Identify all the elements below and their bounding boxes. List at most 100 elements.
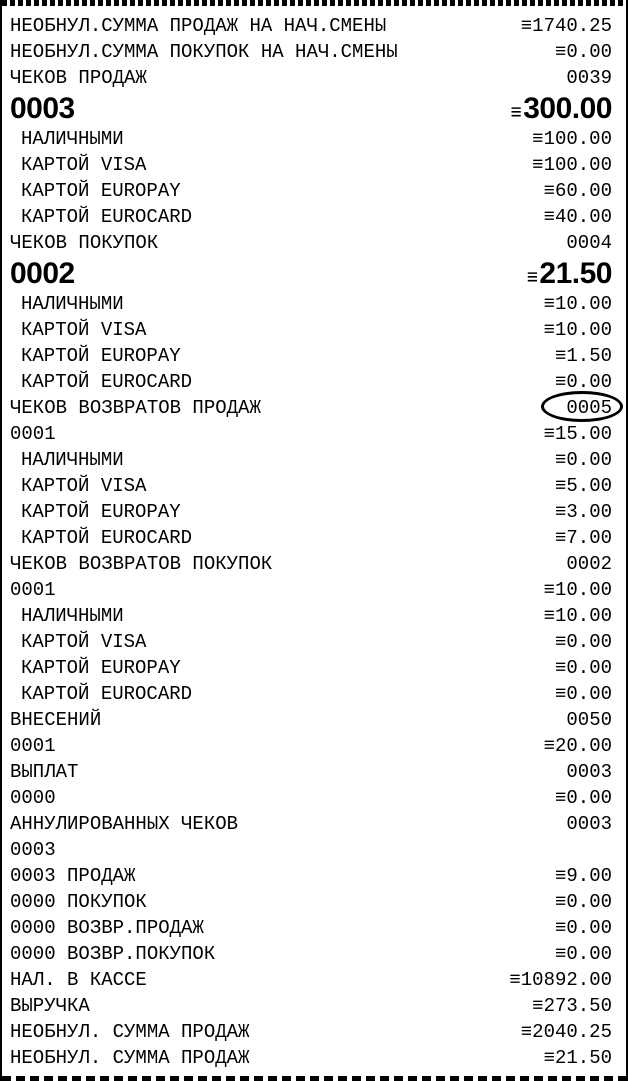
row-label: КАРТОЙ VISA <box>21 318 147 341</box>
row-label: НАЛИЧНЫМИ <box>21 292 124 315</box>
sum-symbol-icon: ≡ <box>554 370 567 393</box>
receipt-row: НЕОБНУЛ. СУММА ПРОДАЖ ≡2040.25 <box>10 1019 612 1045</box>
row-value: ≡10.00 <box>544 606 612 626</box>
row-label: ЧЕКОВ ВОЗВРАТОВ ПОКУПОК <box>10 552 273 575</box>
receipt-row: НЕОБНУЛ.СУММА ПРОДАЖ НА НАЧ.СМЕНЫ ≡1740.… <box>10 13 612 39</box>
receipt-row: КАРТОЙ EUROPAY ≡1.50 <box>10 343 612 369</box>
row-value: ≡1.50 <box>554 344 612 367</box>
row-amount: 10.00 <box>554 318 612 341</box>
row-label: 0003 <box>10 838 56 861</box>
sum-symbol-icon: ≡ <box>543 1046 555 1069</box>
receipt-row: НЕОБНУЛ. СУММА ПРОДАЖ ≡21.50 <box>10 1045 612 1071</box>
receipt-row: КАРТОЙ EUROCARD ≡7.00 <box>10 525 612 551</box>
receipt-row: 0000 ПОКУПОК ≡0.00 <box>10 889 612 915</box>
row-label: 0001 <box>10 734 56 757</box>
sum-symbol-icon: ≡ <box>554 656 567 679</box>
row-value: ≡7.00 <box>554 526 612 549</box>
row-value: ≡3.00 <box>555 502 612 522</box>
row-amount: 60.00 <box>554 179 612 202</box>
row-amount: 0.00 <box>566 656 612 679</box>
row-amount: 0.00 <box>566 682 612 705</box>
receipt-row: ЧЕКОВ ВОЗВРАТОВ ПОКУПОК 0002 <box>10 551 612 577</box>
receipt-row: ВЫРУЧКА ≡273.50 <box>10 993 612 1019</box>
row-label: НАЛ. В КАССЕ <box>10 968 147 991</box>
row-amount: 273.50 <box>543 994 612 1017</box>
row-value: ≡10.00 <box>543 318 612 341</box>
row-value: 0003 <box>566 760 612 783</box>
receipt-row: ВНЕСЕНИЙ 0050 <box>10 707 612 733</box>
row-amount: 0.00 <box>566 448 612 471</box>
row-amount: 1740.25 <box>532 14 612 37</box>
receipt-row: 0003 <box>10 837 612 863</box>
row-value: ≡100.00 <box>532 153 612 176</box>
row-value: ≡20.00 <box>543 734 612 757</box>
row-amount: 100.00 <box>543 127 612 150</box>
row-value: ≡300.00 <box>511 91 613 125</box>
row-value: ≡21.50 <box>526 258 613 290</box>
sum-symbol-icon: ≡ <box>543 734 555 757</box>
sum-symbol-icon: ≡ <box>520 14 533 37</box>
row-label: КАРТОЙ EUROPAY <box>21 179 181 202</box>
row-label: 0001 <box>10 578 56 601</box>
row-label: КАРТОЙ EUROCARD <box>21 682 193 705</box>
sum-symbol-icon: ≡ <box>532 127 544 150</box>
row-label: НЕОБНУЛ. СУММА ПРОДАЖ <box>10 1046 250 1069</box>
sum-symbol-icon: ≡ <box>543 205 555 228</box>
row-label: 0000 <box>10 786 56 809</box>
row-value: ≡100.00 <box>532 127 612 150</box>
row-value: ≡0.00 <box>554 370 612 393</box>
row-amount: 0.00 <box>566 40 612 63</box>
row-label: НЕОБНУЛ.СУММА ПОКУПОК НА НАЧ.СМЕНЫ <box>10 40 398 63</box>
receipt-row: ВЫПЛАТ 0003 <box>10 759 612 785</box>
row-label: 0003 <box>10 91 75 125</box>
sum-symbol-icon: ≡ <box>554 474 567 497</box>
solid-ellipse-annotation <box>541 390 623 422</box>
receipt-row: НАЛИЧНЫМИ ≡10.00 <box>10 291 612 317</box>
row-amount: 300.00 <box>523 91 612 125</box>
row-value: ≡2040.25 <box>520 1020 612 1043</box>
row-amount: 100.00 <box>543 153 612 176</box>
row-amount: 0.00 <box>566 916 612 939</box>
row-value: 0003 <box>566 812 612 835</box>
sum-symbol-icon: ≡ <box>554 786 567 809</box>
receipt-row: 0000 ВОЗВР.ПРОДАЖ ≡0.00 <box>10 915 612 941</box>
receipt-row: АННУЛИРОВАННЫХ ЧЕКОВ 0003 <box>10 811 612 837</box>
sum-symbol-icon: ≡ <box>520 1020 533 1043</box>
sum-symbol-icon: ≡ <box>554 890 567 913</box>
receipt-row: ЧЕКОВ ПОКУПОК 0004 <box>10 230 612 256</box>
row-value: ≡0.00 <box>554 656 612 679</box>
sum-symbol-icon: ≡ <box>543 318 555 341</box>
row-label: НАЛИЧНЫМИ <box>21 127 124 150</box>
row-value: ≡0.00 <box>555 40 612 63</box>
receipt-row: 0003 ≡300.00 <box>10 91 612 126</box>
sum-symbol-icon: ≡ <box>526 264 538 290</box>
receipt-rows: НЕОБНУЛ.СУММА ПРОДАЖ НА НАЧ.СМЕНЫ ≡1740.… <box>10 13 623 1071</box>
row-label: КАРТОЙ VISA <box>21 474 147 497</box>
row-amount: 10.00 <box>554 578 612 601</box>
receipt-row: КАРТОЙ EUROCARD ≡0.00 <box>10 681 612 707</box>
row-label: КАРТОЙ EUROPAY <box>21 344 181 367</box>
sum-symbol-icon: ≡ <box>554 344 567 367</box>
row-value: ≡0.00 <box>554 890 612 913</box>
row-value: ≡0.00 <box>554 942 612 965</box>
row-value: ≡21.50 <box>543 1046 612 1069</box>
row-label: 0000 ВОЗВР.ПРОДАЖ <box>10 916 204 939</box>
row-amount: 40.00 <box>554 205 612 228</box>
row-label: КАРТОЙ EUROCARD <box>21 205 193 228</box>
row-amount: 5.00 <box>566 474 612 497</box>
row-value: ≡0.00 <box>554 786 612 809</box>
receipt-row: КАРТОЙ EUROPAY ≡0.00 <box>10 655 612 681</box>
row-amount: 21.50 <box>554 1046 612 1069</box>
receipt-row: НАЛИЧНЫМИ ≡0.00 <box>10 447 612 473</box>
receipt-row: НАЛИЧНЫМИ ≡100.00 <box>10 126 612 152</box>
row-amount: 0.00 <box>566 370 612 393</box>
row-value: ≡15.00 <box>544 424 612 444</box>
row-label: НЕОБНУЛ. СУММА ПРОДАЖ <box>10 1020 250 1043</box>
sum-symbol-icon: ≡ <box>554 942 567 965</box>
sum-symbol-icon: ≡ <box>543 292 555 315</box>
row-label: КАРТОЙ VISA <box>21 153 147 176</box>
row-label: ЧЕКОВ ПРОДАЖ <box>10 66 147 89</box>
sum-symbol-icon: ≡ <box>554 526 567 549</box>
row-amount: 0.00 <box>566 786 612 809</box>
